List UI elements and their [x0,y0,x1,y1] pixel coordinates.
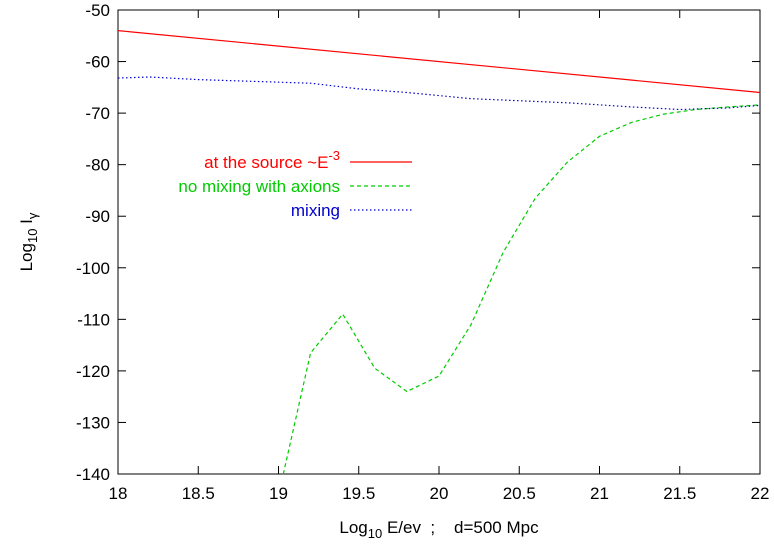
x-tick-label: 21 [590,484,609,503]
y-tick-label: -60 [85,53,110,72]
legend: at the source ~E-3 no mixing with axions m… [178,148,412,220]
x-tick-label: 22 [751,484,770,503]
x-axis-label-log: Log [339,518,367,537]
x-tick-label: 20 [430,484,449,503]
y-tick-label: -120 [76,362,110,381]
y-tick-label: -70 [85,104,110,123]
legend-label: at the source ~E-3 [204,148,340,172]
y-tick-label: -90 [85,207,110,226]
legend-label: mixing [291,201,340,220]
y-tick-label: -130 [76,413,110,432]
x-tick-label: 18 [109,484,128,503]
x-tick-label: 18.5 [182,484,215,503]
series-layer [117,30,761,475]
y-axis-label-sub: 10 [25,229,40,243]
x-axis-label-sub: 10 [368,526,382,541]
x-tick-label: 20.5 [503,484,536,503]
y-axis-label-log: Log [17,243,36,271]
series-line-1 [117,30,761,94]
y-tick-label: -100 [76,259,110,278]
x-axis-label-rest: E/ev ; d=500 Mpc [382,518,539,537]
series-line-3 [117,76,761,111]
series-line-2 [282,104,761,475]
y-tick-label: -140 [76,465,110,484]
x-tick-label: 21.5 [663,484,696,503]
y-tick-label: -80 [85,156,110,175]
x-tick-label: 19 [269,484,288,503]
y-axis-label-rest: I [17,219,36,228]
legend-label: no mixing with axions [178,177,340,196]
x-axis-label: Log10 E/ev ; d=500 Mpc [339,518,539,541]
y-tick-label: -110 [77,310,110,329]
ticks-layer: 18 18.5 19 19.5 20 20.5 21 21.5 22 -50 -60 -70 -80 -9… [76,1,769,503]
y-axis-label-gamma: γ [25,212,40,219]
y-tick-label: -50 [85,1,110,20]
x-tick-label: 19.5 [342,484,375,503]
y-axis-label: Log10 Iγ [17,212,40,271]
